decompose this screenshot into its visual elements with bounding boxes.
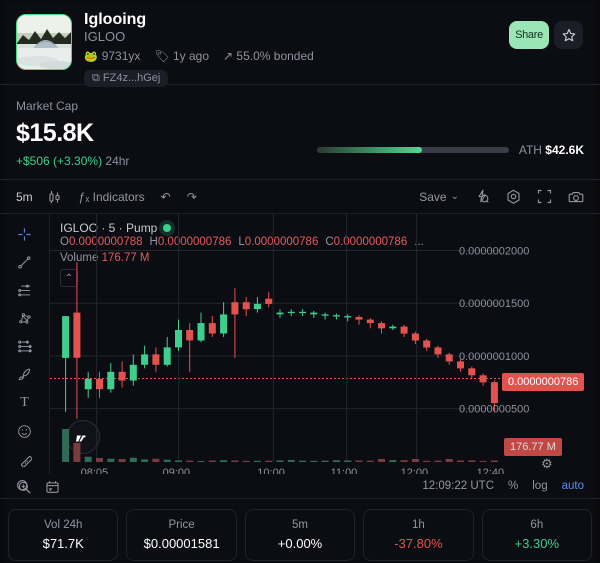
svg-text:0.0000000500: 0.0000000500 bbox=[459, 404, 529, 416]
svg-text:12:40: 12:40 bbox=[477, 467, 505, 474]
svg-text:0.0000001500: 0.0000001500 bbox=[459, 298, 529, 310]
svg-text:10:00: 10:00 bbox=[257, 467, 285, 474]
svg-text:0.0000002000: 0.0000002000 bbox=[459, 246, 529, 258]
svg-text:12:00: 12:00 bbox=[401, 467, 429, 474]
svg-text:11:00: 11:00 bbox=[331, 467, 358, 474]
svg-text:0.0000001000: 0.0000001000 bbox=[459, 351, 529, 363]
svg-text:09:00: 09:00 bbox=[163, 467, 191, 474]
svg-text:08:05: 08:05 bbox=[81, 467, 109, 474]
